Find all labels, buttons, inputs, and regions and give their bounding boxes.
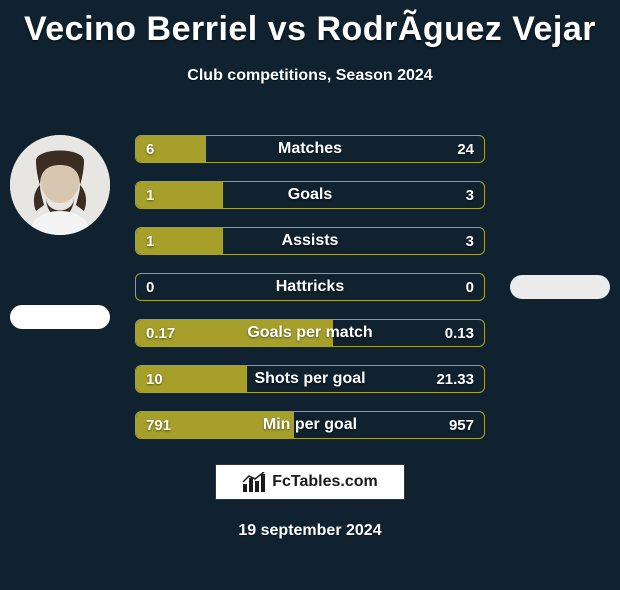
stat-value-right: 3 [466, 228, 474, 254]
stat-fill [136, 182, 223, 208]
footer-date: 19 september 2024 [0, 522, 620, 540]
stat-fill [136, 320, 333, 346]
stat-row: 0Hattricks0 [135, 273, 485, 301]
stat-fill [136, 412, 294, 438]
stat-row: 6Matches24 [135, 135, 485, 163]
player-right-avatar [510, 135, 610, 235]
player-left-flag-pill [10, 305, 110, 329]
page-title: Vecino Berriel vs RodrÃ­guez Vejar [0, 10, 620, 49]
chart-icon [242, 472, 266, 492]
stat-value-left: 0 [146, 274, 154, 300]
page-subtitle: Club competitions, Season 2024 [0, 67, 620, 85]
footer-brand-text: FcTables.com [272, 473, 378, 491]
stat-value-right: 0 [466, 274, 474, 300]
player-left-panel [10, 135, 110, 329]
footer-logo[interactable]: FcTables.com [215, 464, 405, 500]
stat-label: Hattricks [136, 274, 484, 300]
stat-value-right: 21.33 [436, 366, 474, 392]
stat-row: 1Goals3 [135, 181, 485, 209]
stat-value-right: 3 [466, 182, 474, 208]
stat-fill [136, 136, 206, 162]
stats-container: 6Matches24 1Goals3 1Assists3 0Hattricks0 0.1… [135, 135, 485, 457]
player-left-avatar [10, 135, 110, 235]
stat-value-right: 24 [457, 136, 474, 162]
stat-value-right: 957 [449, 412, 474, 438]
player-right-flag-pill [510, 275, 610, 299]
player-right-panel [510, 135, 610, 299]
avatar-placeholder-icon [10, 135, 110, 235]
stat-row: 791Min per goal957 [135, 411, 485, 439]
stat-row: 1Assists3 [135, 227, 485, 255]
stat-value-right: 0.13 [445, 320, 474, 346]
stat-row: 0.17Goals per match0.13 [135, 319, 485, 347]
stat-fill [136, 228, 223, 254]
stat-row: 10Shots per goal21.33 [135, 365, 485, 393]
stat-fill [136, 366, 247, 392]
